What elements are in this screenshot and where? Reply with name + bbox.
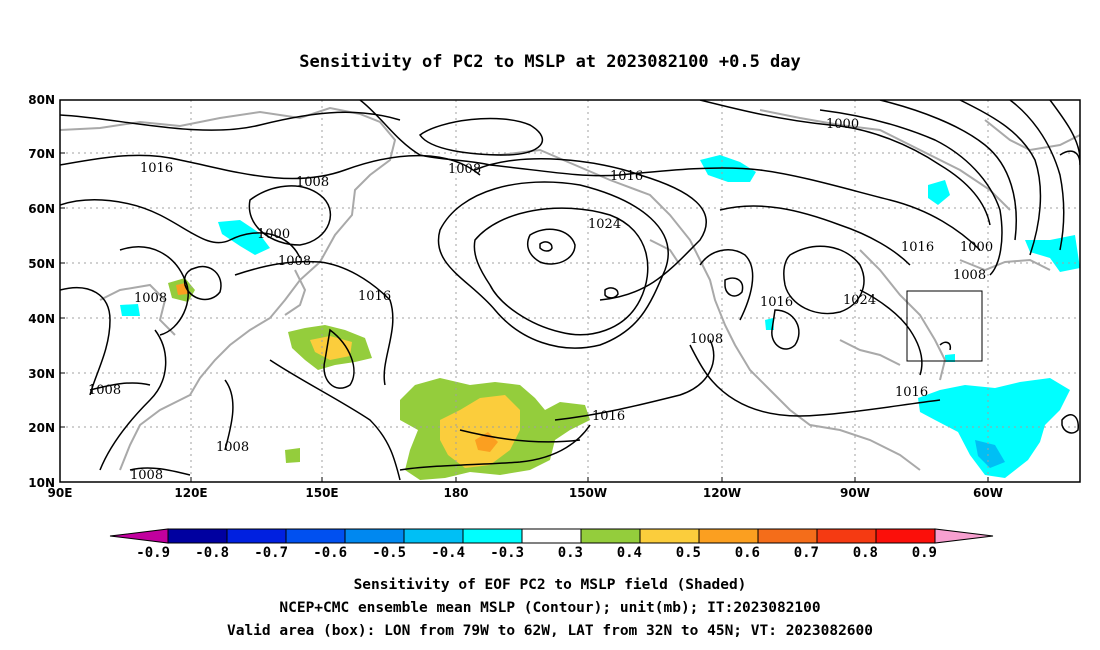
shade-positive-0.4 [310, 336, 352, 360]
lat-tick-label: 40N [28, 312, 55, 326]
colorbar-swatch [698, 528, 759, 544]
contour-label: 1008 [134, 291, 167, 306]
lon-tick-label: 60W [973, 486, 1003, 500]
contour-label: 1016 [592, 409, 625, 424]
contour-label: 1008 [88, 383, 121, 398]
colorbar-label: 0.6 [735, 545, 760, 561]
colorbar-label: 0.5 [676, 545, 701, 561]
lat-tick-label: 80N [28, 93, 55, 107]
lat-tick-label: 50N [28, 257, 55, 271]
contour-label: 1024 [843, 293, 876, 308]
colorbar-swatch [226, 528, 287, 544]
colorbar-swatch [757, 528, 818, 544]
contour-label: 1008 [296, 175, 329, 190]
colorbar-label: -0.5 [372, 545, 406, 561]
colorbar-label: 0.3 [558, 545, 583, 561]
colorbar-swatch [639, 528, 700, 544]
shade-positive-0.3 [285, 448, 300, 463]
contour-label: 1008 [953, 268, 986, 283]
shade-negative-0.3 [218, 220, 270, 255]
colorbar-swatch [521, 528, 582, 544]
contour-label: 1016 [140, 161, 173, 176]
shade-negative-0.3 [120, 304, 140, 316]
lat-labels: 80N 70N 60N 50N 40N 30N 20N 10N [28, 93, 55, 490]
colorbar-label: 0.4 [617, 545, 642, 561]
caption-line-3: Valid area (box): LON from 79W to 62W, L… [227, 623, 873, 639]
lon-tick-label: 120E [174, 486, 207, 500]
colorbar-label: -0.3 [490, 545, 524, 561]
valid-area-box [906, 290, 983, 362]
colorbar-over-triangle [934, 528, 994, 544]
shade-negative-0.4 [975, 440, 1005, 468]
lon-tick-label: 180 [443, 486, 468, 500]
colorbar-swatch [285, 528, 346, 544]
colorbar-label: -0.9 [136, 545, 170, 561]
contour-label: 1008 [448, 162, 481, 177]
contour-label: 1016 [901, 240, 934, 255]
colorbar-label: 0.8 [853, 545, 878, 561]
contour-label: 1024 [588, 217, 621, 232]
colorbar-label: 0.9 [912, 545, 937, 561]
colorbar-label: 0.7 [794, 545, 819, 561]
shade-negative-0.3 [945, 354, 955, 362]
coastlines [60, 106, 1080, 471]
lat-tick-label: 70N [28, 147, 55, 161]
colorbar-label: -0.7 [254, 545, 288, 561]
lat-tick-label: 10N [28, 476, 55, 490]
lon-labels: 90E 120E 150E 180 150W 120W 90W 60W [48, 486, 1003, 500]
lon-tick-label: 150E [305, 486, 338, 500]
contour-label: 1016 [895, 385, 928, 400]
map-title: Sensitivity of PC2 to MSLP at 2023082100… [299, 52, 801, 72]
lon-tick-label: 150W [569, 486, 607, 500]
contour-label: 1016 [358, 289, 391, 304]
contour-label: 1000 [826, 117, 859, 132]
contour-label: 1008 [690, 332, 723, 347]
contour-label: 1008 [130, 468, 163, 483]
colorbar-swatch [462, 528, 523, 544]
contour-label: 1000 [257, 227, 290, 242]
colorbar: -0.9 -0.8 -0.7 -0.6 -0.5 -0.4 -0.3 0.3 0.4 0.5 0.6… [109, 528, 994, 561]
colorbar-swatch [403, 528, 464, 544]
shade-negative-0.3 [918, 378, 1070, 478]
colorbar-swatch [580, 528, 641, 544]
contour-label: 1008 [278, 254, 311, 269]
tick-marks [60, 99, 989, 483]
colorbar-swatch [816, 528, 877, 544]
shading-layer [120, 155, 1080, 480]
colorbar-label: -0.4 [431, 545, 465, 561]
lat-tick-label: 30N [28, 367, 55, 381]
shade-negative-0.3 [928, 180, 950, 205]
caption-line-2: NCEP+CMC ensemble mean MSLP (Contour); u… [279, 600, 820, 616]
lon-tick-label: 90E [48, 486, 73, 500]
colorbar-label: -0.6 [313, 545, 347, 561]
contour-label: 1008 [216, 440, 249, 455]
colorbar-swatch [167, 528, 228, 544]
mslp-contours [60, 100, 1080, 481]
map-plot-area: 1016 1008 1008 1000 1008 1008 1016 1024 … [60, 100, 1080, 483]
colorbar-swatch [875, 528, 936, 544]
lat-tick-label: 60N [28, 202, 55, 216]
colorbar-swatch [344, 528, 405, 544]
contour-labels: 1016 1008 1008 1000 1008 1008 1016 1024 … [88, 117, 993, 483]
colorbar-label: -0.8 [195, 545, 229, 561]
contour-label: 1016 [610, 169, 643, 184]
plot-frame [59, 99, 1081, 483]
lat-tick-label: 20N [28, 421, 55, 435]
contour-label: 1016 [760, 295, 793, 310]
lon-tick-label: 90W [840, 486, 870, 500]
shade-positive-0.4 [440, 395, 520, 468]
shade-negative-0.3 [1025, 235, 1080, 272]
contour-label: 1000 [960, 240, 993, 255]
caption-line-1: Sensitivity of EOF PC2 to MSLP field (Sh… [354, 577, 747, 593]
colorbar-under-triangle [109, 528, 169, 544]
lon-tick-label: 120W [703, 486, 741, 500]
